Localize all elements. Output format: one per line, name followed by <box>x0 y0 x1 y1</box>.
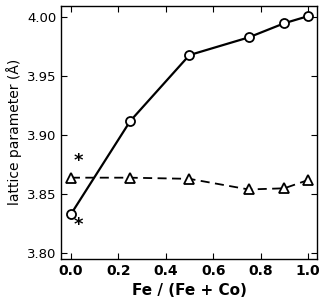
Y-axis label: lattice parameter (Å): lattice parameter (Å) <box>6 59 22 206</box>
Text: *: * <box>73 152 83 170</box>
Text: *: * <box>73 216 83 234</box>
X-axis label: Fe / (Fe + Co): Fe / (Fe + Co) <box>132 283 247 299</box>
